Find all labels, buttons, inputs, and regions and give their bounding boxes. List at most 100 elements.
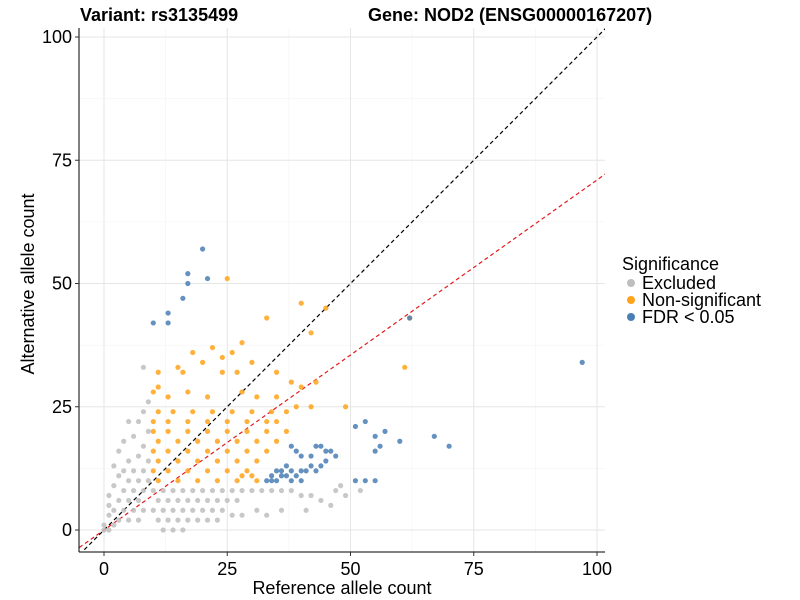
point-fdr-0-05: [328, 448, 334, 454]
point-excluded: [150, 487, 156, 494]
x-axis-label: Reference allele count: [252, 578, 431, 598]
y-tick-label: 50: [52, 274, 72, 294]
point-fdr-0-05: [264, 478, 270, 484]
point-fdr-0-05: [308, 453, 314, 459]
point-excluded: [155, 497, 161, 504]
point-excluded: [308, 492, 314, 499]
point-excluded: [106, 492, 112, 499]
point-fdr-0-05: [446, 443, 452, 449]
point-excluded: [135, 418, 142, 425]
point-excluded: [135, 478, 142, 484]
point-non-significant: [195, 458, 201, 464]
point-excluded: [175, 517, 181, 523]
point-fdr-0-05: [323, 448, 329, 454]
point-fdr-0-05: [313, 468, 319, 474]
point-non-significant: [313, 379, 319, 385]
point-excluded: [140, 364, 147, 370]
point-non-significant: [219, 354, 225, 361]
point-excluded: [209, 507, 216, 513]
point-non-significant: [254, 394, 260, 400]
point-non-significant: [190, 349, 196, 356]
point-excluded: [219, 487, 225, 494]
point-fdr-0-05: [185, 280, 191, 287]
point-excluded: [106, 512, 112, 518]
point-non-significant: [249, 359, 255, 365]
point-non-significant: [244, 418, 250, 425]
point-fdr-0-05: [303, 468, 309, 474]
point-non-significant: [204, 394, 211, 400]
point-fdr-0-05: [298, 453, 304, 459]
point-non-significant: [214, 458, 220, 464]
point-non-significant: [308, 404, 314, 410]
point-excluded: [130, 433, 137, 439]
point-excluded: [209, 487, 216, 494]
point-excluded: [116, 473, 122, 479]
point-non-significant: [155, 438, 161, 444]
point-non-significant: [288, 379, 294, 385]
point-fdr-0-05: [298, 468, 304, 474]
points: [101, 246, 585, 533]
point-excluded: [130, 468, 137, 474]
point-excluded: [145, 478, 151, 484]
point-non-significant: [195, 438, 201, 444]
point-non-significant: [224, 275, 230, 282]
point-excluded: [190, 487, 196, 494]
point-non-significant: [293, 404, 299, 410]
point-excluded: [318, 497, 324, 504]
point-non-significant: [402, 364, 408, 370]
point-excluded: [126, 478, 132, 484]
point-non-significant: [283, 409, 290, 415]
point-non-significant: [185, 448, 191, 454]
point-non-significant: [165, 418, 171, 425]
point-fdr-0-05: [165, 320, 171, 326]
point-non-significant: [249, 473, 255, 479]
ref-line-identity: [81, 28, 605, 552]
point-excluded: [145, 428, 151, 434]
point-excluded: [259, 487, 265, 494]
point-non-significant: [323, 305, 329, 311]
point-fdr-0-05: [318, 463, 324, 469]
point-non-significant: [224, 418, 230, 425]
point-excluded: [185, 517, 191, 523]
point-excluded: [101, 527, 107, 533]
point-non-significant: [254, 458, 260, 464]
point-excluded: [150, 507, 156, 513]
point-fdr-0-05: [283, 473, 290, 479]
y-tick-label: 100: [42, 27, 72, 47]
legend-label: FDR < 0.05: [642, 307, 735, 327]
title-variant: Variant: rs3135499: [80, 5, 238, 25]
point-excluded: [298, 492, 304, 499]
point-excluded: [160, 487, 166, 494]
legend-title: Significance: [622, 254, 719, 274]
point-fdr-0-05: [318, 443, 324, 449]
point-excluded: [249, 487, 255, 494]
point-excluded: [200, 507, 206, 513]
point-fdr-0-05: [269, 473, 275, 479]
point-fdr-0-05: [165, 310, 171, 316]
point-fdr-0-05: [150, 320, 156, 326]
point-excluded: [106, 527, 112, 533]
point-non-significant: [229, 349, 235, 356]
point-excluded: [111, 507, 117, 513]
point-non-significant: [214, 438, 220, 444]
point-fdr-0-05: [204, 275, 211, 282]
point-excluded: [239, 487, 245, 494]
y-tick-label: 25: [52, 397, 72, 417]
point-fdr-0-05: [288, 443, 294, 449]
point-non-significant: [234, 478, 240, 484]
point-fdr-0-05: [333, 453, 339, 459]
point-non-significant: [234, 438, 240, 444]
point-non-significant: [175, 364, 181, 370]
point-non-significant: [165, 448, 171, 454]
point-excluded: [185, 497, 191, 504]
point-non-significant: [209, 409, 216, 415]
point-fdr-0-05: [313, 443, 319, 449]
point-non-significant: [155, 478, 161, 484]
point-non-significant: [150, 448, 156, 454]
point-excluded: [278, 487, 285, 494]
y-axis-label: Alternative allele count: [18, 193, 38, 374]
point-non-significant: [150, 468, 156, 474]
point-excluded: [140, 409, 147, 415]
point-fdr-0-05: [180, 295, 186, 301]
point-excluded: [121, 507, 127, 513]
